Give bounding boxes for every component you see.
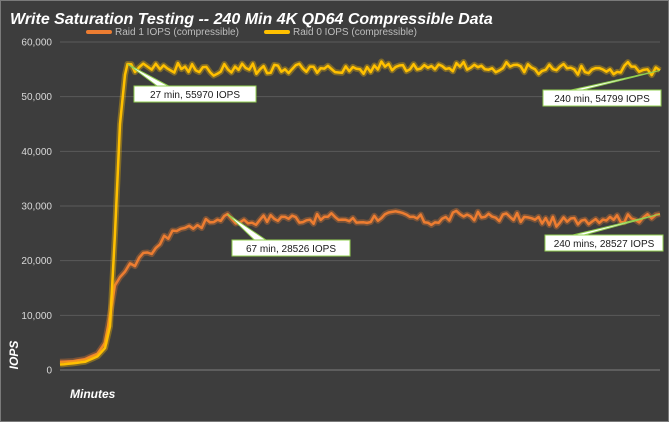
series-layer bbox=[59, 58, 662, 368]
callout-box bbox=[542, 89, 662, 107]
callout-label: 67 min, 28526 IOPS bbox=[246, 244, 336, 255]
callout-label: 27 min, 55970 IOPS bbox=[150, 90, 240, 101]
y-tick-label: 30,000 bbox=[21, 202, 52, 213]
callout-box bbox=[231, 239, 351, 257]
y-tick-label: 10,000 bbox=[21, 311, 52, 322]
chart-title: Write Saturation Testing -- 240 Min 4K Q… bbox=[10, 11, 493, 28]
legend-label-raid0: Raid 0 IOPS (compressible) bbox=[293, 27, 417, 38]
callout-box bbox=[544, 234, 664, 252]
y-tick-label: 50,000 bbox=[21, 92, 52, 103]
y-tick-label: 0 bbox=[46, 366, 52, 377]
legend: Raid 1 IOPS (compressible) Raid 0 IOPS (… bbox=[86, 27, 417, 38]
legend-label-raid1: Raid 1 IOPS (compressible) bbox=[115, 27, 239, 38]
series-line-raid1 bbox=[59, 209, 661, 364]
callout-label: 240 min, 54799 IOPS bbox=[554, 94, 650, 105]
y-tick-label: 20,000 bbox=[21, 256, 52, 267]
callouts: 27 min, 55970 IOPS 240 min, 54799 IOPS 67 … bbox=[127, 63, 664, 257]
gridlines bbox=[60, 41, 660, 371]
callout-label: 240 mins, 28527 IOPS bbox=[554, 239, 655, 250]
series-line-raid0 bbox=[59, 60, 661, 366]
x-axis-title: Minutes bbox=[70, 387, 116, 401]
callout-box bbox=[133, 85, 257, 103]
y-axis-ticks: 0 10,000 20,000 30,000 40,000 50,000 60,000 bbox=[21, 38, 52, 377]
y-axis-title: IOPS bbox=[7, 341, 21, 370]
y-tick-label: 40,000 bbox=[21, 147, 52, 158]
y-tick-label: 60,000 bbox=[21, 38, 52, 49]
